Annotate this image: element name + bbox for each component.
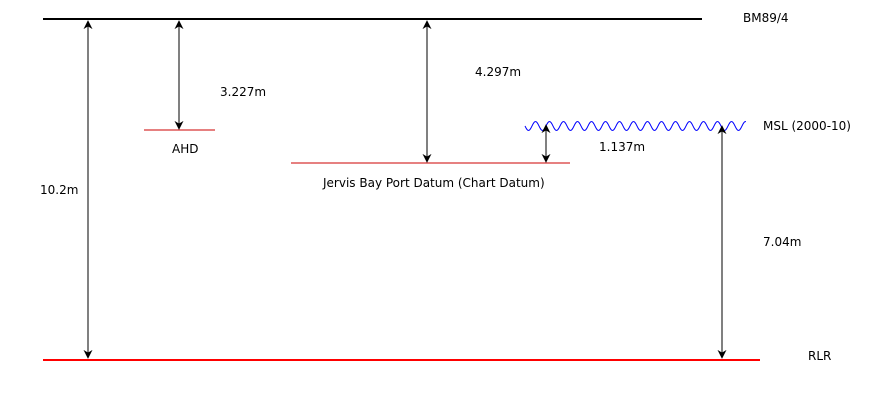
chart-datum-to-msl-value: 1.137m [599,140,645,154]
chart-datum-label: Jervis Bay Port Datum (Chart Datum) [322,176,545,190]
msl-wave [524,121,746,131]
rlr-to-msl-value: 7.04m [763,235,801,249]
msl-label: MSL (2000-10) [763,119,851,133]
bm-to-rlr-value: 10.2m [40,183,78,197]
bm-to-chart-datum-value: 4.297m [475,65,521,79]
bm-label: BM89/4 [743,11,789,25]
bm-to-ahd-value: 3.227m [220,85,266,99]
rlr-label: RLR [808,349,831,363]
ahd-label: AHD [172,142,198,156]
